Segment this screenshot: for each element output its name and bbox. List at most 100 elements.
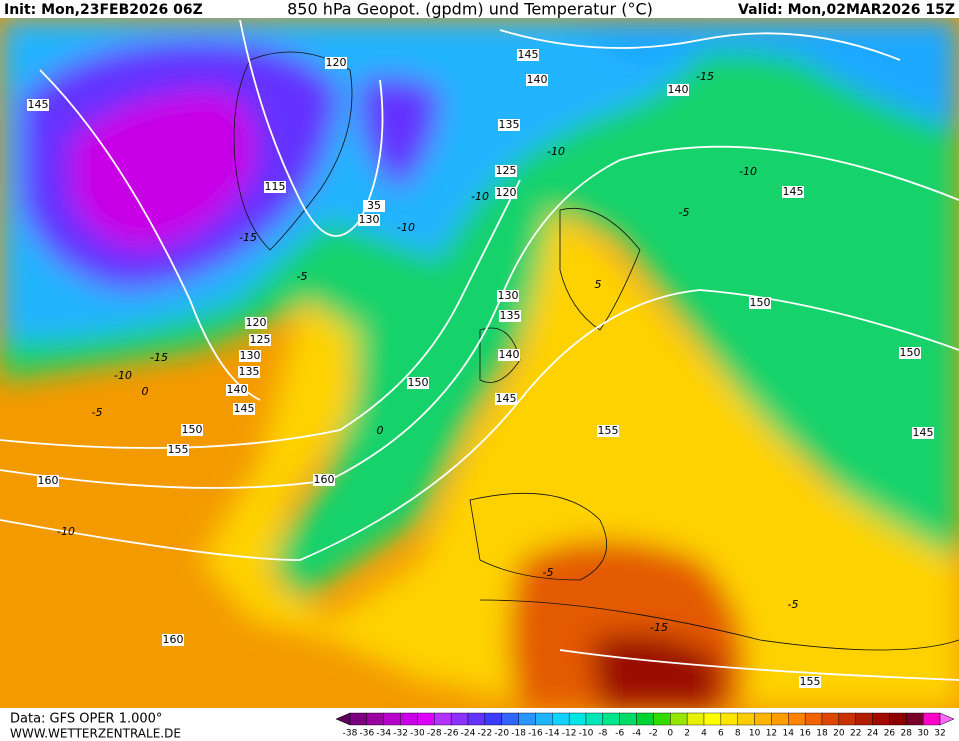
colorbar-segment xyxy=(349,712,368,726)
colorbar-segment xyxy=(838,712,856,726)
colorbar-tick-label: -8 xyxy=(598,729,607,739)
label-box xyxy=(226,384,248,396)
colorbar-segment xyxy=(703,712,722,726)
data-source: Data: GFS OPER 1.000° xyxy=(10,712,162,727)
colorbar-segment xyxy=(855,712,873,726)
colorbar-segment xyxy=(535,712,553,726)
label-box xyxy=(749,297,771,309)
colorbar-tick-label: 2 xyxy=(684,729,690,739)
geopotential-label: 150 xyxy=(182,423,203,436)
geopotential-label: 145 xyxy=(234,402,255,415)
colorbar-tick-label: 6 xyxy=(718,729,724,739)
colorbar-segment xyxy=(450,712,469,726)
geopotential-label: 120 xyxy=(246,316,267,329)
colorbar-tick-label: -34 xyxy=(376,729,391,739)
geopotential-isolines xyxy=(0,19,959,681)
geopotential-label: 150 xyxy=(750,296,771,309)
colorbar-tick-label: 18 xyxy=(816,729,828,739)
geopotential-label: 130 xyxy=(498,289,519,302)
colorbar-segment xyxy=(788,712,806,726)
geopotential-label: 155 xyxy=(598,424,619,437)
geopotential-label: 155 xyxy=(168,443,189,456)
geopotential-label: 120 xyxy=(326,56,347,69)
colorbar-tick-label: 12 xyxy=(766,729,777,739)
geopotential-label: 35 xyxy=(367,199,381,212)
colorbar-segment xyxy=(434,712,452,726)
colorbar-segment xyxy=(804,712,823,726)
valid-time: Valid: Mon,02MAR2026 15Z xyxy=(738,2,955,18)
colorbar-tick-label: 4 xyxy=(701,729,707,739)
colorbar-tick-label: 20 xyxy=(833,729,845,739)
label-box xyxy=(264,181,286,193)
colorbar-tick-label: 22 xyxy=(850,729,861,739)
temperature-label: 0 xyxy=(377,424,384,437)
colorbar-tick-label: -36 xyxy=(360,729,375,739)
label-box xyxy=(495,165,517,177)
geopotential-label: 145 xyxy=(496,392,517,405)
colorbar-tick-label: -12 xyxy=(562,729,577,739)
geopotential-label: 125 xyxy=(496,164,517,177)
map-field xyxy=(0,18,959,708)
temperature-label: -10 xyxy=(739,165,757,178)
temperature-label: -10 xyxy=(57,525,75,538)
colorbar-tick-label: -14 xyxy=(545,729,560,739)
colorbar-tick-label: 16 xyxy=(799,729,811,739)
geopotential-label: 140 xyxy=(668,83,689,96)
contour-labels: 1451201451401401351151251203513014513013… xyxy=(27,48,934,688)
colorbar-tick-label: 8 xyxy=(735,729,741,739)
label-box xyxy=(239,350,261,362)
temperature-label: -15 xyxy=(650,621,668,634)
geopotential-label: 130 xyxy=(359,213,380,226)
geopotential-label: 140 xyxy=(227,383,248,396)
colorbar-segment xyxy=(720,712,738,726)
label-box xyxy=(27,99,49,111)
colorbar-tick-label: -28 xyxy=(427,729,442,739)
colorbar-segment xyxy=(518,712,536,726)
colorbar-segment xyxy=(366,712,384,726)
label-box xyxy=(325,57,347,69)
colorbar-tick-label: -26 xyxy=(444,729,459,739)
header-bar xyxy=(0,0,959,18)
temperature-label: -10 xyxy=(547,145,565,158)
geopotential-label: 125 xyxy=(250,333,271,346)
label-box xyxy=(667,84,689,96)
label-box xyxy=(37,475,59,487)
temperature-label: -10 xyxy=(114,369,132,382)
geopotential-label: 130 xyxy=(240,349,261,362)
geopotential-label: 160 xyxy=(163,633,184,646)
geopotential-label: 150 xyxy=(900,346,921,359)
geopotential-label: 120 xyxy=(496,186,517,199)
colorbar-tick-label: -38 xyxy=(343,729,358,739)
temperature-label: -10 xyxy=(397,221,415,234)
geopotential-label: 145 xyxy=(783,185,804,198)
label-box xyxy=(498,349,520,361)
colorbar-tick-label: 26 xyxy=(884,729,896,739)
colorbar-segment xyxy=(771,712,789,726)
label-box xyxy=(912,427,934,439)
label-box xyxy=(782,186,804,198)
colorbar-tick-label: -4 xyxy=(632,729,641,739)
label-box xyxy=(799,676,821,688)
label-box xyxy=(167,444,189,456)
colorbar-tick-label: -30 xyxy=(410,729,425,739)
geopotential-label: 145 xyxy=(518,48,539,61)
colorbar-tick-label: -18 xyxy=(511,729,526,739)
label-box xyxy=(162,634,184,646)
geopotential-label: 160 xyxy=(38,474,59,487)
colorbar-segment xyxy=(602,712,620,726)
geopotential-label: 160 xyxy=(314,473,335,486)
label-box xyxy=(526,74,548,86)
website: WWW.WETTERZENTRALE.DE xyxy=(10,727,181,741)
colorbar-segment xyxy=(400,712,418,726)
temperature-label: -5 xyxy=(92,406,103,419)
colorbar-segment xyxy=(821,712,840,726)
geopotential-label: 115 xyxy=(265,180,286,193)
colorbar-tick-label: 32 xyxy=(934,729,945,739)
colorbar: -38 -36 -34 -32 -30 -28 -26 -24 -22 -20 -18 -16 -14-… xyxy=(335,712,955,739)
colorbar-segment xyxy=(872,712,890,726)
colorbar-segment xyxy=(552,712,570,726)
temperature-label: -10 xyxy=(471,190,489,203)
colorbar-segment xyxy=(619,712,637,726)
colorbar-tick-label: 14 xyxy=(783,729,795,739)
label-box xyxy=(249,334,271,346)
